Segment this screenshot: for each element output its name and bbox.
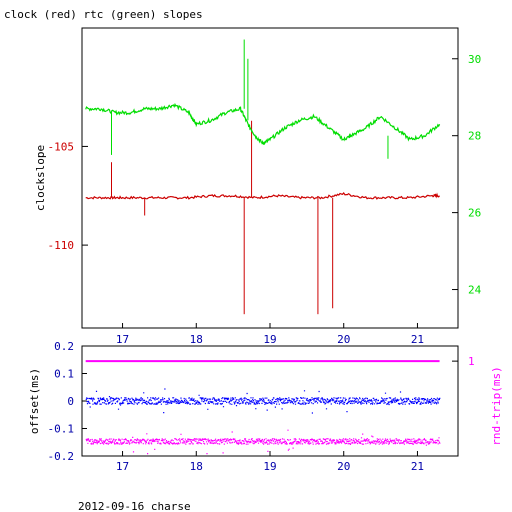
- top-y-right-tick-label: 26: [468, 207, 481, 220]
- top-plot-frame: [81, 27, 459, 329]
- bottom-x-tick-label: 20: [337, 460, 350, 473]
- top-left-axis-label: clockslope: [34, 145, 47, 211]
- clock-series-line: [85, 192, 440, 200]
- bottom-x-tick-label: 21: [411, 460, 424, 473]
- bottom-x-tick-label: 19: [263, 460, 276, 473]
- bottom-y-left-tick-label: 0.1: [54, 368, 74, 381]
- bottom-y-left-tick-label: 0: [67, 395, 74, 408]
- bottom-x-tick-label: 17: [116, 460, 129, 473]
- top-x-tick-label: 21: [411, 333, 424, 346]
- top-y-right-tick-label: 24: [468, 284, 482, 297]
- top-y-left-tick-label: -105: [48, 140, 75, 153]
- bottom-y-right-tick-label: 1: [468, 355, 475, 368]
- top-y-left-tick-label: -110: [48, 239, 75, 252]
- top-x-tick-label: 18: [190, 333, 203, 346]
- top-plot-ticks: 17 18 19 20 21 -105 -110 24 26 28 30: [48, 53, 482, 346]
- bottom-plot-ticks: 17 18 19 20 21 0.2 0.1 0 -0.1 -0.2 1: [48, 340, 475, 473]
- rtc-series-line: [85, 102, 441, 146]
- top-y-right-tick-label: 30: [468, 53, 481, 66]
- bottom-x-tick-label: 18: [190, 460, 203, 473]
- bottom-left-axis-label: offset(ms): [28, 368, 41, 434]
- bottom-y-left-tick-label: -0.1: [48, 423, 75, 436]
- footer-caption: 2012-09-16 charse: [78, 500, 191, 512]
- chart-title: clock (red) rtc (green) slopes: [4, 8, 203, 21]
- offset-series: [85, 388, 441, 414]
- bottom-y-left-tick-label: -0.2: [48, 450, 75, 463]
- bottom-plot-series: [85, 360, 441, 455]
- top-plot-series: [85, 39, 441, 315]
- roundtrip_low-series: [85, 429, 441, 455]
- top-x-tick-label: 19: [263, 333, 276, 346]
- top-x-tick-label: 20: [337, 333, 350, 346]
- bottom-y-left-tick-label: 0.2: [54, 340, 74, 353]
- offset-points: [85, 388, 441, 414]
- bottom-right-axis-label: rnd-trip(ms): [490, 366, 503, 445]
- top-x-tick-label: 17: [116, 333, 129, 346]
- roundtrip_low-points: [85, 429, 441, 455]
- top-y-right-tick-label: 28: [468, 130, 481, 143]
